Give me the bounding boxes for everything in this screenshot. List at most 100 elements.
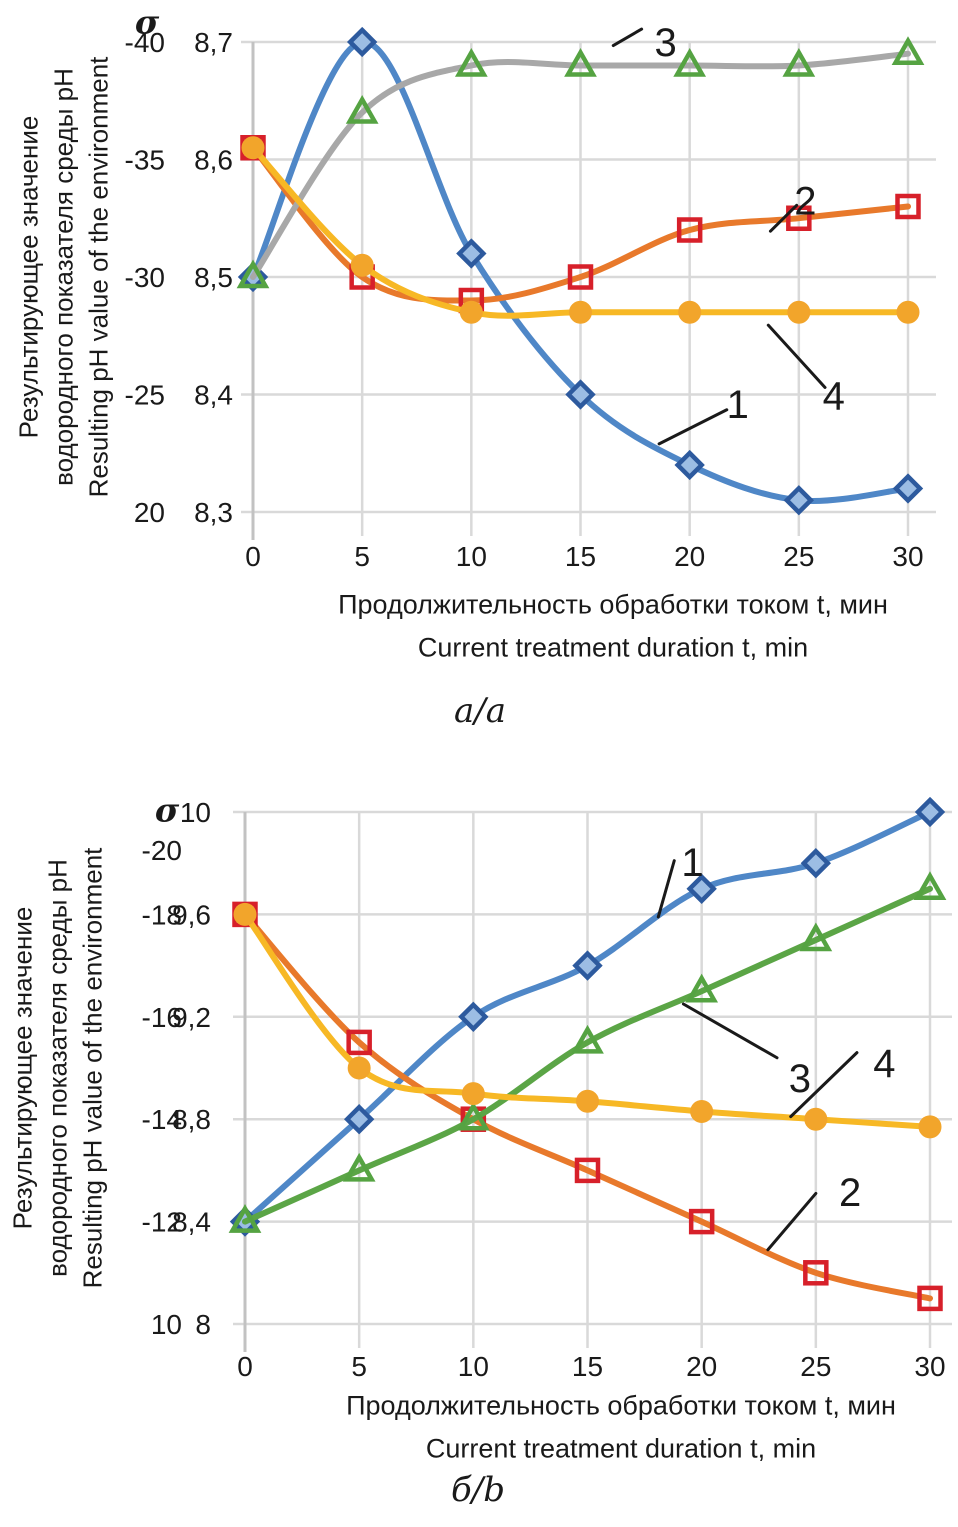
curve-number-label-3: 3	[655, 21, 677, 65]
sigma-tick-label: -18	[142, 899, 182, 930]
leader-line-1	[657, 408, 729, 446]
marker-square-2	[895, 193, 921, 220]
leader-line-3	[611, 27, 644, 48]
sigma-tick-label: -30	[125, 262, 165, 293]
marker-diamond-1	[458, 1001, 489, 1032]
x-axis-title-b-en: Current treatment duration t, min	[425, 1433, 817, 1464]
x-tick-label: 5	[351, 1351, 367, 1382]
marker-diamond-1	[346, 26, 378, 58]
marker-circle-4	[459, 300, 483, 324]
marker-triangle-3	[342, 1152, 376, 1182]
marker-square-2	[346, 1029, 372, 1056]
ph-tick-label: 8,5	[194, 262, 233, 293]
marker-diamond-1	[572, 950, 603, 981]
marker-square-2	[567, 264, 594, 290]
marker-triangle-3	[456, 1101, 490, 1131]
marker-circle-4	[241, 136, 265, 160]
leader-line-4	[766, 323, 827, 389]
marker-circle-4	[690, 1100, 714, 1124]
marker-circle-4	[233, 902, 257, 926]
marker-circle-4	[918, 1115, 942, 1139]
curve-number-label-2: 2	[794, 180, 816, 224]
ph-tick-label: 8,8	[172, 1104, 211, 1135]
leader-line-1	[656, 859, 676, 919]
curve-number-label-1: 1	[681, 841, 703, 885]
y-axis-title-a-line1: Результирующее значение	[13, 115, 44, 439]
y-axis-title-b-line1: Результирующее значение	[7, 906, 38, 1230]
marker-circle-4	[461, 1082, 485, 1106]
y-axis-title-b-line3: Resulting pH value of the environment	[77, 847, 108, 1289]
series-line-2	[242, 911, 933, 1302]
series-line-1	[250, 39, 911, 504]
marker-triangle-3	[891, 36, 925, 65]
sigma-tick-label: -40	[125, 27, 165, 58]
ph-tick-label: 8,6	[194, 145, 233, 176]
ph-tick-label: 10	[180, 797, 211, 828]
leader-line-2	[766, 1191, 818, 1252]
x-tick-label: 10	[456, 541, 487, 572]
y-axis-title-b: Результирующее значение водородного пока…	[6, 848, 111, 1289]
ph-tick-label: 9,2	[172, 1002, 211, 1033]
panel-caption-a: a/a	[454, 691, 506, 731]
ph-tick-label: 8,7	[194, 27, 233, 58]
curve-number-label-4: 4	[873, 1042, 895, 1086]
marker-triangle-3	[564, 47, 597, 77]
sigma-tick-label: -14	[142, 1104, 182, 1135]
curve-number-label-3: 3	[789, 1057, 811, 1101]
x-tick-label: 30	[892, 541, 923, 572]
ph-tick-label: 8,4	[172, 1207, 211, 1238]
sigma-tick-label: -12	[142, 1207, 182, 1238]
marker-circle-4	[569, 300, 592, 324]
marker-triangle-3	[454, 47, 488, 77]
marker-diamond-1	[343, 1104, 375, 1135]
sigma-axis-symbol-b: σ	[154, 790, 180, 830]
sigma-tick-label: -20	[142, 835, 182, 866]
y-axis-title-a: Результирующее значение водородного пока…	[12, 57, 117, 498]
marker-diamond-1	[892, 473, 924, 504]
sigma-tick-label: 20	[134, 497, 165, 528]
series-line-3	[242, 885, 933, 1225]
marker-triangle-3	[571, 1024, 604, 1054]
marker-square-2	[574, 1157, 601, 1184]
marker-diamond-1	[456, 238, 487, 269]
y-axis-title-a-line2: водородного показателя среды pH	[48, 68, 79, 486]
marker-square-2	[676, 217, 703, 243]
marker-circle-4	[896, 300, 920, 324]
sigma-tick-label: -25	[125, 380, 165, 411]
marker-circle-4	[347, 1056, 371, 1080]
x-axis-title-a-ru: Продолжительность обработки током t, мин	[338, 589, 888, 620]
x-tick-label: 15	[565, 541, 596, 572]
x-tick-label: 15	[572, 1351, 603, 1382]
x-axis-title-a-en: Current treatment duration t, min	[417, 632, 809, 663]
marker-triangle-3	[236, 259, 270, 289]
marker-circle-4	[576, 1089, 599, 1113]
x-tick-label: 5	[354, 541, 370, 572]
marker-square-2	[786, 205, 812, 231]
marker-circle-4	[678, 300, 702, 324]
marker-diamond-1	[800, 848, 832, 879]
curve-number-label-4: 4	[823, 375, 845, 419]
curve-number-label-2: 2	[839, 1171, 861, 1215]
curve-number-label-1: 1	[727, 383, 749, 427]
marker-diamond-1	[914, 796, 946, 828]
x-tick-label: 20	[686, 1351, 717, 1382]
marker-triangle-3	[345, 94, 379, 124]
x-tick-label: 25	[800, 1351, 831, 1382]
marker-triangle-3	[228, 1204, 262, 1233]
marker-triangle-3	[799, 922, 833, 952]
marker-triangle-3	[782, 47, 816, 77]
marker-circle-4	[350, 253, 374, 277]
x-tick-label: 25	[783, 541, 814, 572]
ph-tick-label: 8,4	[194, 380, 233, 411]
ph-tick-label: 8,3	[194, 497, 233, 528]
sigma-tick-label: 10	[151, 1309, 182, 1340]
ph-tick-label: 8	[195, 1309, 211, 1340]
sigma-tick-label: -35	[125, 145, 165, 176]
marker-square-2	[688, 1208, 715, 1235]
leader-line-3	[681, 1002, 779, 1060]
marker-circle-4	[787, 300, 811, 324]
marker-diamond-1	[565, 379, 596, 410]
x-tick-label: 0	[237, 1351, 253, 1382]
